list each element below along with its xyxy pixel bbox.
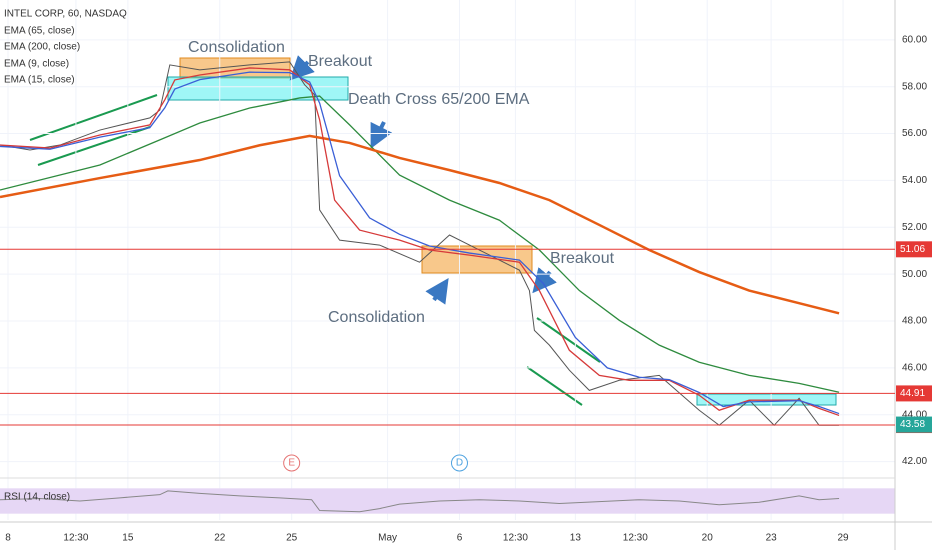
event-marker xyxy=(450,454,468,472)
ema-line xyxy=(0,71,840,415)
y-tick-label: 42.00 xyxy=(902,456,927,467)
price-tag xyxy=(896,416,932,433)
trend-line xyxy=(29,94,158,141)
x-tick-label: 29 xyxy=(837,533,849,544)
legend-entry: EMA (200, close) xyxy=(4,42,80,53)
ema-line xyxy=(0,134,840,315)
annotation: Consolidation xyxy=(328,309,425,326)
ema-line xyxy=(0,95,840,393)
ema-line xyxy=(0,67,840,417)
plot xyxy=(0,0,895,520)
price-tag-label: 44.91 xyxy=(900,388,925,399)
x-tick-label: 22 xyxy=(214,533,226,544)
y-tick-label: 60.00 xyxy=(902,34,927,45)
legend-entry: EMA (9, close) xyxy=(4,59,69,70)
x-tick-label: 15 xyxy=(122,533,134,544)
price-line xyxy=(0,61,840,427)
arrow xyxy=(425,278,449,305)
rsi-label: RSI (14, close) xyxy=(4,492,70,503)
annotation: Death Cross 65/200 EMA xyxy=(348,91,530,108)
y-tick-label: 52.00 xyxy=(902,222,927,233)
trend-line xyxy=(536,317,601,363)
price-tag-label: 43.58 xyxy=(900,419,925,430)
y-tick-label: 54.00 xyxy=(902,175,927,186)
price-tag xyxy=(896,241,932,258)
arrow xyxy=(289,55,315,81)
event-marker xyxy=(283,454,301,472)
y-tick-label: 46.00 xyxy=(902,363,927,374)
rsi-line xyxy=(0,490,840,513)
chart-title: INTEL CORP, 60, NASDAQ xyxy=(4,9,127,20)
x-tick-label: 13 xyxy=(570,533,582,544)
y-tick-label: 56.00 xyxy=(902,128,927,139)
x-tick-label: 12:30 xyxy=(63,533,88,544)
y-tick-label: 48.00 xyxy=(902,316,927,327)
zone xyxy=(696,393,837,406)
x-tick-label: 12:30 xyxy=(623,533,648,544)
trend-line xyxy=(526,366,583,406)
x-tick-label: 25 xyxy=(286,533,298,544)
arrow xyxy=(370,121,393,149)
x-tick-label: 6 xyxy=(457,533,463,544)
price-tag xyxy=(896,385,932,402)
event-label: E xyxy=(288,458,295,469)
x-tick-label: May xyxy=(378,533,397,544)
annotation: Breakout xyxy=(308,53,373,70)
x-tick-label: 23 xyxy=(766,533,778,544)
y-tick-label: 58.00 xyxy=(902,81,927,92)
legend-entry: EMA (15, close) xyxy=(4,75,75,86)
annotation: Consolidation xyxy=(188,39,285,56)
x-tick-label: 20 xyxy=(702,533,714,544)
event-label: D xyxy=(456,458,463,469)
price-tag-label: 51.06 xyxy=(900,244,925,255)
y-tick-label: 44.00 xyxy=(902,409,927,420)
x-tick-label: 8 xyxy=(5,533,11,544)
legend-entry: EMA (65, close) xyxy=(4,26,75,37)
y-tick-label: 50.00 xyxy=(902,269,927,280)
annotation: Breakout xyxy=(550,250,615,267)
x-tick-label: 12:30 xyxy=(503,533,528,544)
